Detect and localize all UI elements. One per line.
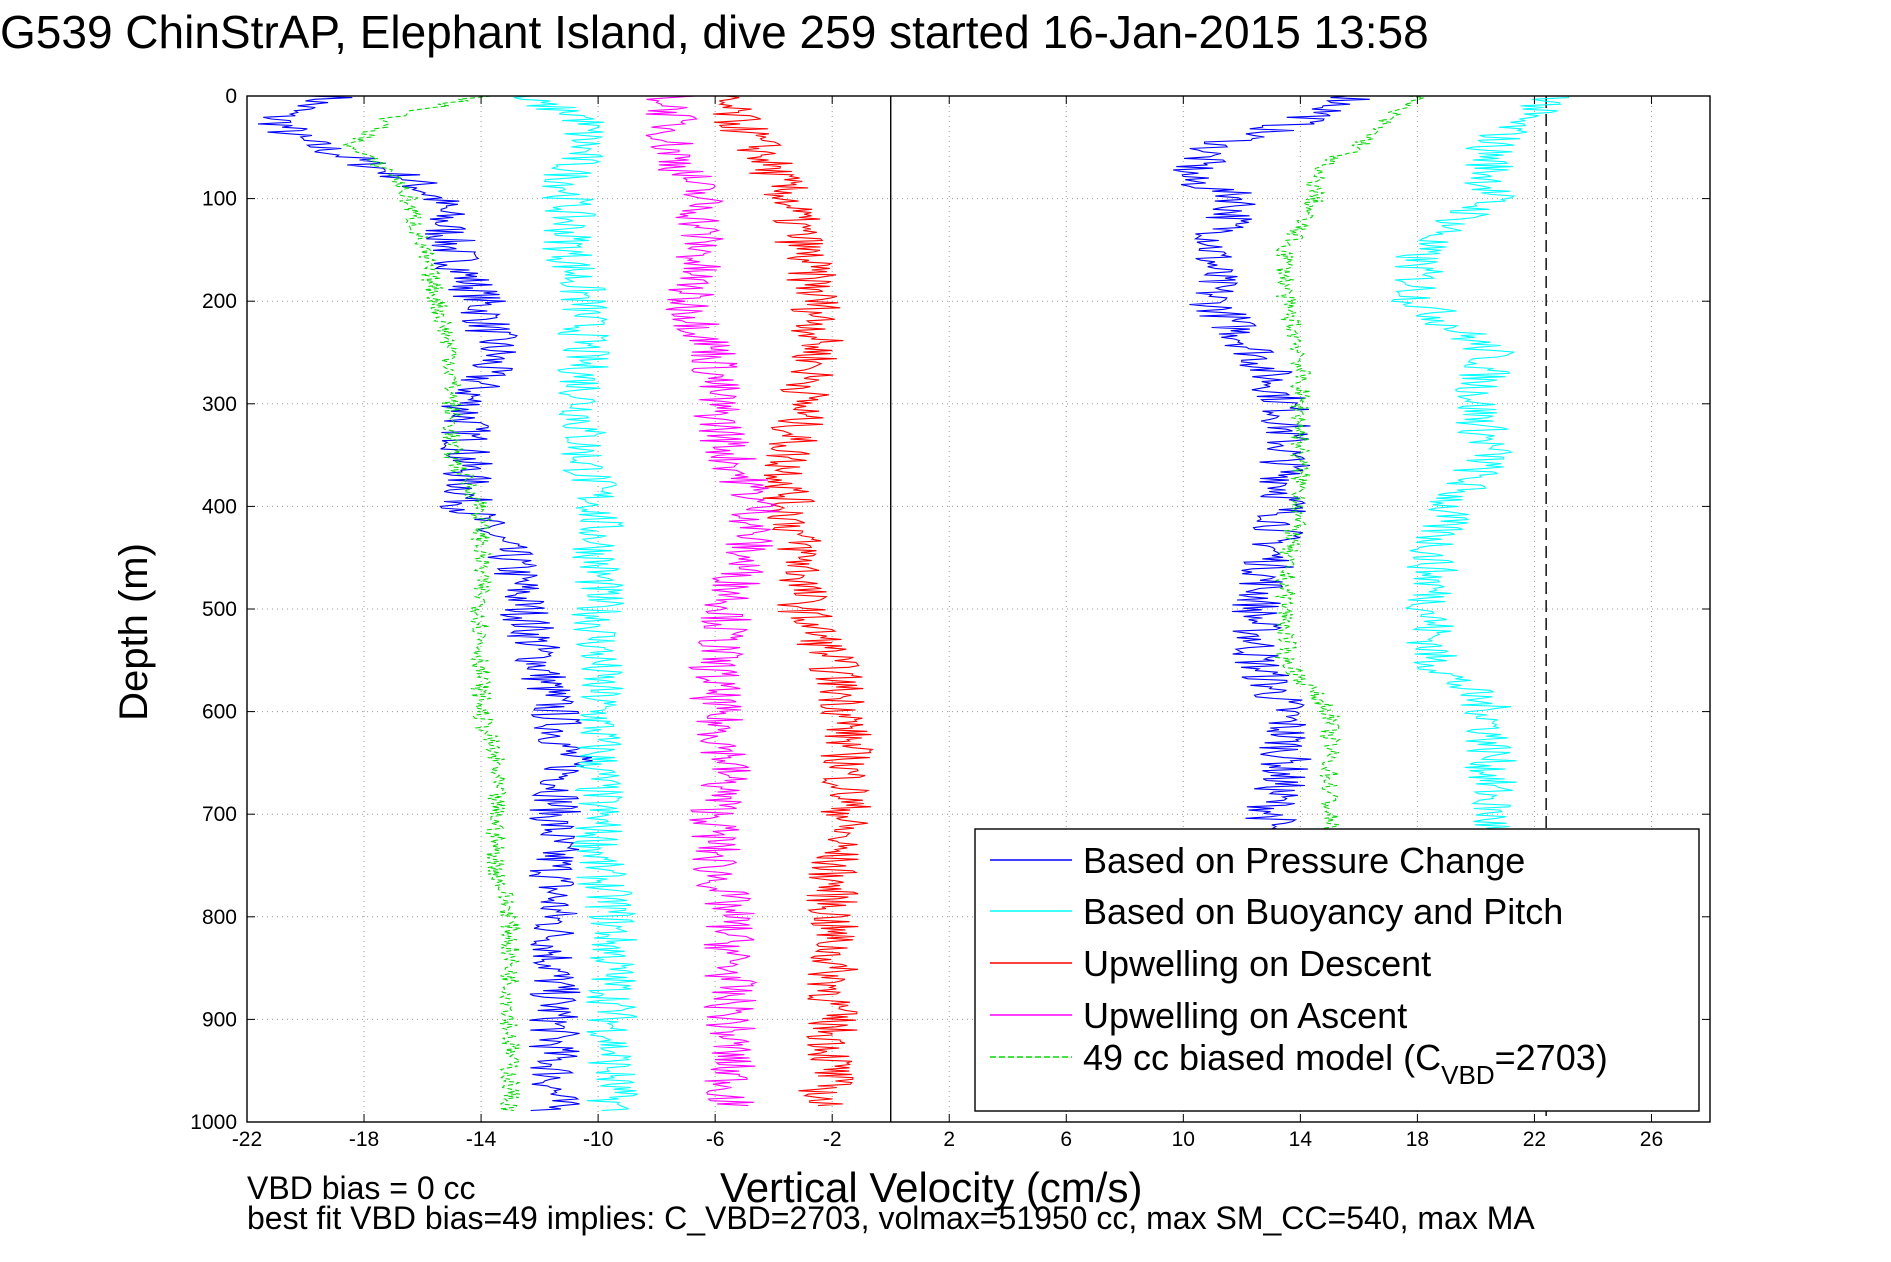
vbd-bias-note: VBD bias = 0 cc [247,1170,476,1206]
axes: -22 -18 -14 -10 -6 -2 2 6 10 14 18 22 26010020030040… [190,85,1711,1151]
x-tick-label: -10 [583,1128,613,1151]
x-tick-label: -14 [466,1128,497,1151]
legend-entry: Upwelling on Ascent [1083,995,1407,1036]
y-tick-label: 1000 [190,1111,237,1134]
y-tick-label: 300 [202,393,237,416]
legend-entry: Based on Buoyancy and Pitch [1083,891,1563,932]
y-axis-label: Depth (m) [112,543,156,721]
legend: Based on Pressure Change Based on Buoyanc… [974,828,1700,1112]
series-line-3-descent [645,95,780,1107]
series-line-4-ascent [1274,95,1424,834]
y-tick-label: 600 [202,701,237,724]
x-tick-label: -2 [823,1128,842,1151]
y-tick-label: 0 [225,85,237,108]
legend-entry: 49 cc biased model (CVBD=2703) [1083,1037,1608,1090]
series-line-1-ascent [1390,95,1570,834]
y-tick-label: 100 [202,188,237,211]
series-line-0-descent [257,95,593,1112]
x-tick-label: -18 [349,1128,379,1151]
x-tick-label: 10 [1172,1128,1195,1151]
y-tick-label: 500 [202,598,237,621]
x-tick-label: 26 [1640,1128,1663,1151]
series-line-2-descent [713,95,874,1107]
best-fit-note: best fit VBD bias=49 implies: C_VBD=2703… [247,1200,1535,1236]
y-tick-label: 200 [202,290,237,313]
x-tick-label: 6 [1060,1128,1072,1151]
series-line-4-descent [343,95,522,1112]
chart-title: G539 ChinStrAP, Elephant Island, dive 25… [0,6,1429,58]
y-tick-label: 700 [202,803,237,826]
legend-entry: Upwelling on Descent [1083,943,1431,984]
x-tick-label: 22 [1523,1128,1546,1151]
x-tick-label: 18 [1406,1128,1429,1151]
series-line-1-descent [513,95,638,1112]
x-tick-label: -22 [232,1128,262,1151]
y-tick-label: 400 [202,495,237,518]
x-tick-label: 14 [1289,1128,1313,1151]
legend-entry: Based on Pressure Change [1083,840,1525,881]
legend-box [974,828,1700,1112]
x-tick-label: -6 [706,1128,725,1151]
x-axis-label: Vertical Velocity (cm/s) [720,1164,1143,1211]
x-tick-label: 2 [943,1128,955,1151]
y-tick-label: 800 [202,906,237,929]
y-tick-label: 900 [202,1008,237,1031]
